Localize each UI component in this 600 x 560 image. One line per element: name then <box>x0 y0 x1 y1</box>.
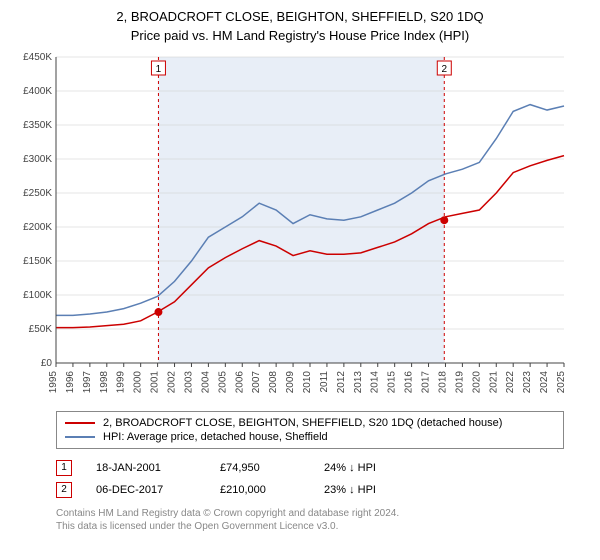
legend-item: 2, BROADCROFT CLOSE, BEIGHTON, SHEFFIELD… <box>65 416 555 430</box>
footer-line-1: Contains HM Land Registry data © Crown c… <box>56 507 564 520</box>
sale-row: 1 18-JAN-2001 £74,950 24% ↓ HPI <box>56 457 564 479</box>
svg-text:2000: 2000 <box>133 371 144 394</box>
svg-text:1995: 1995 <box>48 371 59 394</box>
chart-svg: £0 £50K £100K £150K £200K £250K £300K £350K £400… <box>12 51 588 401</box>
legend-swatch <box>65 422 95 424</box>
svg-text:£200K: £200K <box>23 222 52 233</box>
chart-plot: £0 £50K £100K £150K £200K £250K £300K £350K £400… <box>12 51 588 401</box>
svg-text:2016: 2016 <box>404 371 415 394</box>
svg-text:1: 1 <box>156 64 162 75</box>
svg-text:2020: 2020 <box>471 371 482 394</box>
svg-text:2001: 2001 <box>150 371 161 394</box>
svg-text:2017: 2017 <box>421 371 432 394</box>
svg-text:2002: 2002 <box>167 371 178 394</box>
sale-date: 06-DEC-2017 <box>96 484 196 496</box>
sale-marker: 2 <box>56 482 72 498</box>
sale-date: 18-JAN-2001 <box>96 462 196 474</box>
sale-price: £74,950 <box>220 462 300 474</box>
svg-text:1996: 1996 <box>65 371 76 394</box>
sales-table: 1 18-JAN-2001 £74,950 24% ↓ HPI 2 06-DEC-2017… <box>56 457 564 501</box>
svg-text:2022: 2022 <box>505 371 516 394</box>
svg-text:2024: 2024 <box>539 371 550 394</box>
svg-text:2013: 2013 <box>353 371 364 394</box>
legend: 2, BROADCROFT CLOSE, BEIGHTON, SHEFFIELD… <box>56 411 564 449</box>
svg-text:£300K: £300K <box>23 154 52 165</box>
svg-text:2003: 2003 <box>183 371 194 394</box>
svg-text:2004: 2004 <box>200 371 211 394</box>
svg-text:2018: 2018 <box>437 371 448 394</box>
legend-item: HPI: Average price, detached house, Shef… <box>65 430 555 444</box>
legend-swatch <box>65 436 95 438</box>
sale-row: 2 06-DEC-2017 £210,000 23% ↓ HPI <box>56 479 564 501</box>
svg-text:£450K: £450K <box>23 52 52 63</box>
sale-diff: 24% ↓ HPI <box>324 462 424 474</box>
legend-label: HPI: Average price, detached house, Shef… <box>103 431 328 443</box>
svg-text:2011: 2011 <box>319 371 330 393</box>
svg-text:£0: £0 <box>41 358 53 369</box>
svg-text:2005: 2005 <box>217 371 228 394</box>
sale-price: £210,000 <box>220 484 300 496</box>
svg-text:2007: 2007 <box>251 371 262 394</box>
svg-text:1998: 1998 <box>99 371 110 394</box>
svg-text:2006: 2006 <box>234 371 245 394</box>
svg-text:2009: 2009 <box>285 371 296 394</box>
svg-text:2010: 2010 <box>302 371 313 394</box>
svg-text:£50K: £50K <box>29 324 53 335</box>
chart-subtitle: Price paid vs. HM Land Registry's House … <box>12 28 588 43</box>
svg-text:2023: 2023 <box>522 371 533 394</box>
sale-diff: 23% ↓ HPI <box>324 484 424 496</box>
chart-title: 2, BROADCROFT CLOSE, BEIGHTON, SHEFFIELD… <box>12 8 588 26</box>
svg-text:£400K: £400K <box>23 86 52 97</box>
svg-text:2008: 2008 <box>268 371 279 394</box>
svg-text:2: 2 <box>442 64 448 75</box>
svg-text:1999: 1999 <box>116 371 127 394</box>
svg-text:£100K: £100K <box>23 290 52 301</box>
svg-text:2015: 2015 <box>387 371 398 394</box>
svg-text:2012: 2012 <box>336 371 347 394</box>
svg-text:2021: 2021 <box>488 371 499 394</box>
chart-container: 2, BROADCROFT CLOSE, BEIGHTON, SHEFFIELD… <box>0 0 600 541</box>
legend-label: 2, BROADCROFT CLOSE, BEIGHTON, SHEFFIELD… <box>103 417 502 429</box>
svg-text:£150K: £150K <box>23 256 52 267</box>
sale-marker: 1 <box>56 460 72 476</box>
footer-attribution: Contains HM Land Registry data © Crown c… <box>56 507 564 533</box>
svg-text:£250K: £250K <box>23 188 52 199</box>
svg-text:2014: 2014 <box>370 371 381 394</box>
footer-line-2: This data is licensed under the Open Gov… <box>56 520 564 533</box>
svg-text:£350K: £350K <box>23 120 52 131</box>
svg-text:2025: 2025 <box>556 371 567 394</box>
svg-text:2019: 2019 <box>454 371 465 394</box>
svg-text:1997: 1997 <box>82 371 93 394</box>
